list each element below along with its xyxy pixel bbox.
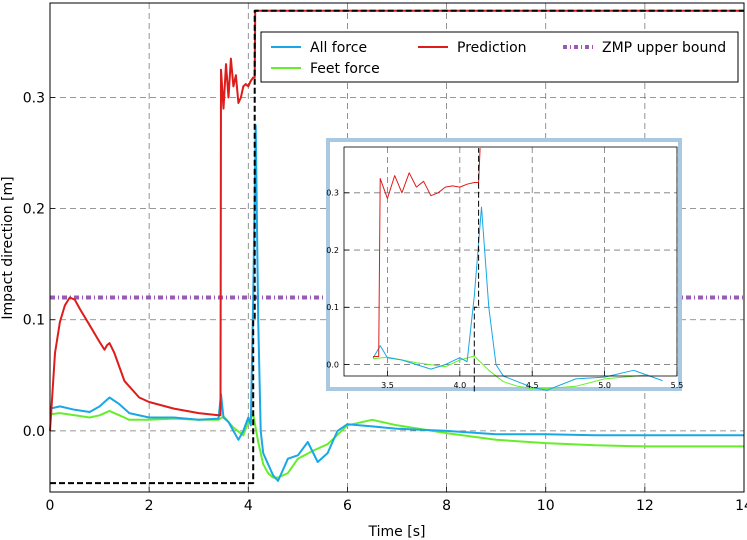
- inset-x-tick-label: 4.0: [453, 381, 466, 390]
- inset-reference-step-line: [473, 148, 480, 392]
- main-reference-step-line: [50, 9, 744, 485]
- main-plot-frame: [49, 2, 745, 493]
- inset-series-group: [372, 148, 663, 392]
- main-y-tick-label: 0.0: [23, 424, 45, 440]
- inset-y-tick-label: 0.0: [326, 360, 339, 369]
- main-x-tick-label: 8: [442, 498, 451, 514]
- inset-y-tick-label: 0.1: [326, 303, 339, 312]
- legend-box: [260, 31, 739, 83]
- main-x-tick-label: 4: [244, 498, 253, 514]
- inset-all-force-line: [372, 206, 663, 391]
- main-all-force-line: [49, 124, 744, 482]
- inset-background: [326, 138, 682, 391]
- inset-x-tick-label: 5.0: [598, 381, 611, 390]
- inset-x-tick-label: 3.5: [381, 381, 394, 390]
- main-y-tick-label: 0.3: [23, 90, 45, 106]
- legend-label-feet-force: Feet force: [310, 61, 380, 77]
- main-y-tick-label: 0.2: [23, 202, 45, 218]
- main-x-tick-label: 2: [145, 498, 154, 514]
- legend: All force Feet force Prediction ZMP uppe…: [260, 31, 739, 83]
- inset-x-tick-label: 5.5: [671, 381, 684, 390]
- main-y-tick-label: 0.1: [23, 313, 45, 329]
- main-x-tick-label: 10: [537, 498, 555, 514]
- inset-prediction-line: [373, 148, 481, 357]
- main-x-tick-label: 0: [46, 498, 55, 514]
- inset-plot-frame: [343, 146, 678, 377]
- inset-x-tick-label: 4.5: [526, 381, 539, 390]
- inset-chart: 3.5 4.0 4.5 5.0 5.5 0.0 0.1 0.2 0.3: [326, 138, 683, 392]
- legend-label-all-force: All force: [310, 40, 367, 56]
- legend-label-prediction: Prediction: [457, 40, 527, 56]
- x-axis-label: Time [s]: [368, 524, 426, 540]
- main-ticks: 0 2 4 6 8 10 12 14 0.0 0.1 0.2 0.3: [23, 90, 747, 514]
- legend-label-zmp-upper-bound: ZMP upper bound: [602, 40, 726, 56]
- main-feet-force-line: [49, 409, 744, 479]
- inset-y-tick-label: 0.3: [326, 189, 339, 198]
- main-prediction-line: [49, 9, 744, 431]
- main-x-tick-label: 6: [343, 498, 352, 514]
- main-x-tick-label: 14: [735, 498, 747, 514]
- inset-ticks: 3.5 4.0 4.5 5.0 5.5 0.0 0.1 0.2 0.3: [326, 189, 683, 390]
- y-axis-label: Impact direction [m]: [0, 176, 16, 319]
- inset-y-tick-label: 0.2: [326, 246, 339, 255]
- main-x-tick-label: 12: [636, 498, 654, 514]
